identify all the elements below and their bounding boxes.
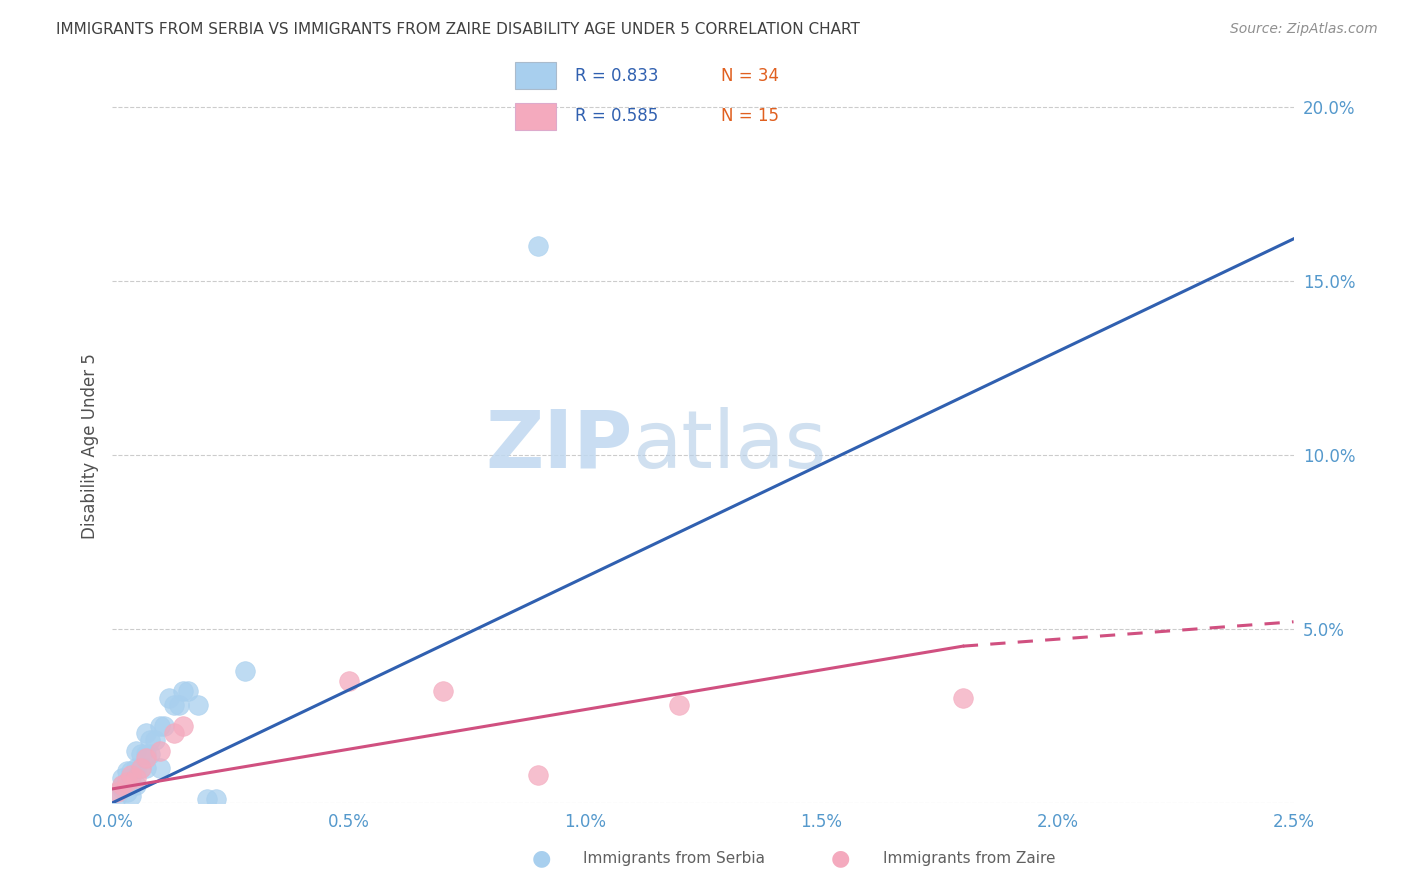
Point	[135, 761, 157, 775]
Point	[149, 761, 172, 775]
Point	[526, 768, 548, 782]
Point	[172, 719, 194, 733]
Point	[135, 750, 157, 764]
Point	[105, 785, 128, 799]
Point	[952, 691, 974, 706]
Point	[157, 691, 180, 706]
Point	[120, 768, 142, 782]
Point	[111, 778, 134, 792]
Point	[135, 747, 157, 761]
Point	[120, 764, 142, 779]
Point	[129, 747, 152, 761]
Point	[526, 239, 548, 253]
Point	[125, 772, 148, 786]
Text: Source: ZipAtlas.com: Source: ZipAtlas.com	[1230, 22, 1378, 37]
Text: Immigrants from Serbia: Immigrants from Serbia	[583, 851, 765, 865]
Text: ●: ●	[531, 848, 551, 868]
Point	[233, 664, 256, 678]
Point	[163, 726, 186, 740]
Point	[205, 792, 228, 806]
Point	[143, 733, 166, 747]
Point	[172, 684, 194, 698]
Point	[115, 775, 138, 789]
Point	[120, 772, 142, 786]
Text: ●: ●	[831, 848, 851, 868]
Point	[105, 789, 128, 803]
Point	[177, 684, 200, 698]
Point	[167, 698, 190, 713]
Point	[195, 792, 218, 806]
Y-axis label: Disability Age Under 5: Disability Age Under 5	[80, 353, 98, 539]
FancyBboxPatch shape	[515, 62, 557, 89]
Point	[115, 775, 138, 789]
Point	[111, 781, 134, 796]
Point	[125, 778, 148, 792]
Point	[115, 785, 138, 799]
Text: N = 34: N = 34	[720, 67, 779, 85]
Point	[668, 698, 690, 713]
Point	[149, 719, 172, 733]
Point	[139, 747, 162, 761]
FancyBboxPatch shape	[515, 103, 557, 130]
Point	[125, 743, 148, 757]
Point	[139, 733, 162, 747]
Text: R = 0.833: R = 0.833	[575, 67, 658, 85]
Point	[149, 743, 172, 757]
Point	[337, 673, 360, 688]
Point	[186, 698, 208, 713]
Point	[163, 698, 186, 713]
Text: ZIP: ZIP	[485, 407, 633, 485]
Point	[111, 778, 134, 792]
Text: atlas: atlas	[633, 407, 827, 485]
Text: R = 0.585: R = 0.585	[575, 107, 658, 125]
Point	[111, 772, 134, 786]
Point	[120, 789, 142, 803]
Text: N = 15: N = 15	[720, 107, 779, 125]
Point	[432, 684, 454, 698]
Point	[125, 761, 148, 775]
Point	[129, 761, 152, 775]
Point	[115, 764, 138, 779]
Text: Immigrants from Zaire: Immigrants from Zaire	[883, 851, 1056, 865]
Point	[129, 761, 152, 775]
Text: IMMIGRANTS FROM SERBIA VS IMMIGRANTS FROM ZAIRE DISABILITY AGE UNDER 5 CORRELATI: IMMIGRANTS FROM SERBIA VS IMMIGRANTS FRO…	[56, 22, 860, 37]
Point	[135, 726, 157, 740]
Point	[153, 719, 176, 733]
